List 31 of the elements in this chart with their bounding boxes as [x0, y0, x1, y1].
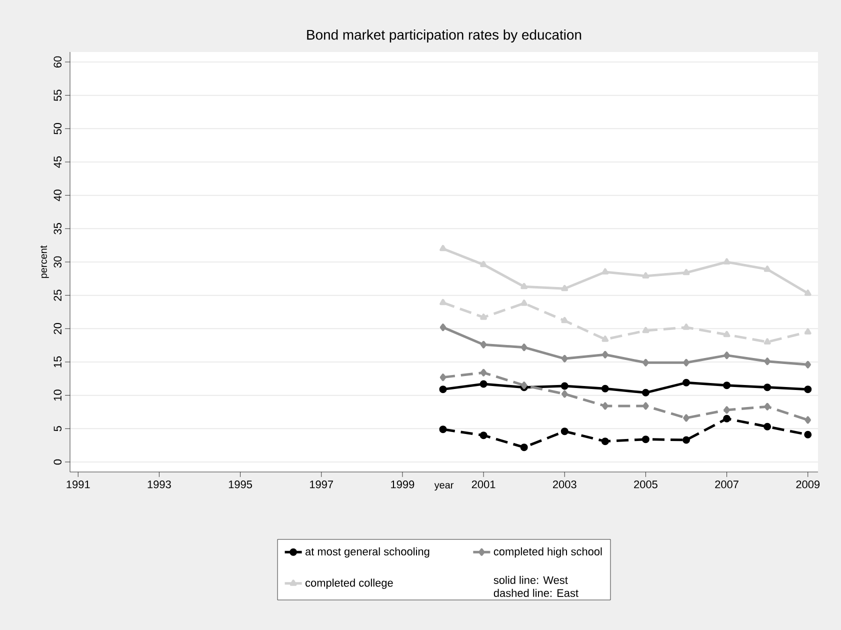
legend-label: completed college: [306, 578, 393, 589]
x-tick-label: 2009: [796, 480, 820, 488]
y-tick-label: 25: [54, 290, 62, 301]
y-tick-label: 55: [54, 90, 62, 101]
chart-title: Bond market participation rates by education: [307, 29, 582, 42]
x-tick-label: 1997: [310, 480, 334, 488]
y-tick-label: 0: [54, 459, 62, 465]
y-tick-label: 60: [54, 56, 62, 68]
y-tick-label: 20: [54, 323, 62, 334]
y-tick-label: 35: [54, 223, 62, 234]
y-tick-label: 10: [54, 390, 62, 401]
text: dashed line: East: [494, 588, 578, 597]
x-tick-label: 1991: [66, 480, 90, 488]
legend-label: completed high school: [494, 547, 602, 558]
y-axis-title: percent: [40, 245, 49, 278]
text: solid line: West: [494, 576, 568, 584]
y-tick-label: 30: [54, 256, 62, 268]
y-tick-label: 40: [54, 190, 62, 202]
x-tick-label: 1999: [391, 480, 414, 488]
x-tick-label: 2005: [634, 480, 658, 488]
x-tick-label: 2007: [715, 480, 738, 488]
x-tick-label: 2001: [472, 480, 496, 488]
x-tick-label: 2003: [552, 480, 576, 488]
y-tick-label: 15: [54, 356, 62, 368]
x-tick-label: 1993: [148, 480, 171, 488]
x-tick-label: 1995: [228, 480, 252, 488]
legend-label: at most general schooling: [306, 547, 430, 558]
y-tick-label: 50: [54, 123, 62, 134]
y-tick-label: 45: [54, 156, 62, 168]
y-tick-label: 5: [54, 426, 62, 432]
x-axis-title: year: [434, 483, 454, 491]
